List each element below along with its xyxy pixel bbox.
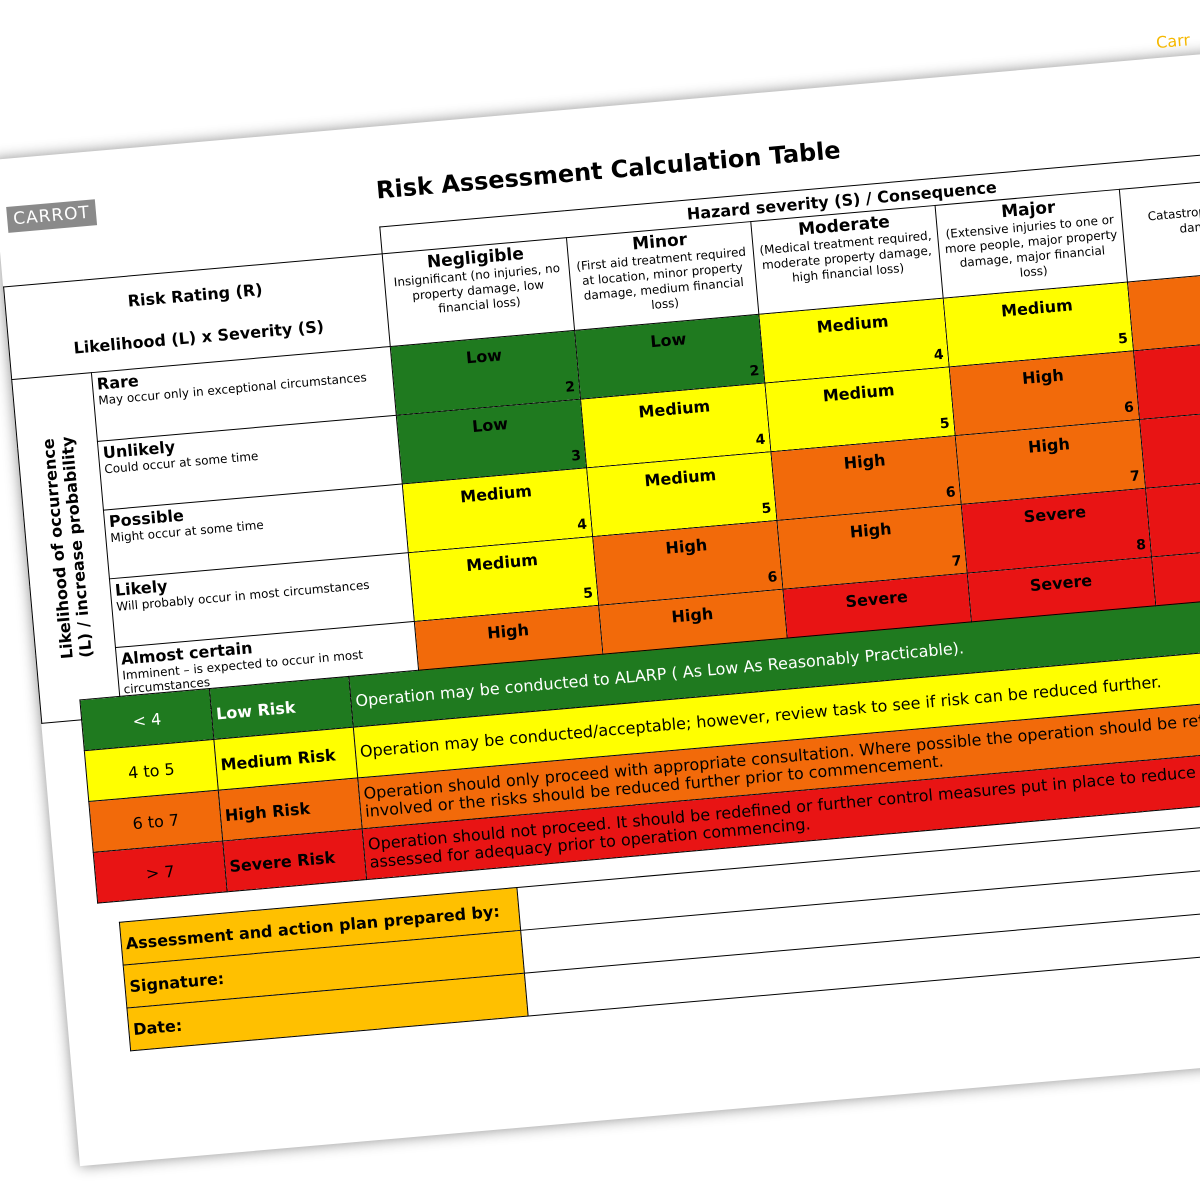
risk-label: Severe bbox=[1029, 570, 1093, 596]
risk-score: 2 bbox=[748, 362, 761, 380]
risk-score: 4 bbox=[754, 431, 767, 449]
risk-score: 7 bbox=[951, 553, 963, 570]
risk-label: Medium bbox=[459, 481, 533, 507]
risk-score: 6 bbox=[945, 484, 957, 502]
severity-header: Minor (First aid treatment required at lo… bbox=[566, 221, 759, 331]
risk-score: 8 bbox=[1135, 536, 1147, 554]
risk-label: Low bbox=[471, 414, 509, 437]
risk-label: Medium bbox=[1000, 295, 1074, 321]
risk-label: Severe bbox=[1023, 502, 1087, 527]
risk-score: 4 bbox=[576, 516, 588, 534]
severity-header: Negligible Insignificant (no injuries, no… bbox=[382, 237, 575, 347]
risk-score: 7 bbox=[1129, 468, 1141, 485]
risk-score: 3 bbox=[570, 447, 582, 465]
document-page: CARROT Carr Risk Assessment Calculation … bbox=[0, 30, 1200, 1167]
risk-score: 5 bbox=[582, 585, 594, 603]
risk-score: 6 bbox=[1123, 399, 1135, 417]
risk-score: 5 bbox=[939, 415, 951, 433]
risk-label: High bbox=[670, 603, 714, 627]
likelihood-text: Likelihood of occurrence (L) / increase … bbox=[38, 435, 96, 660]
risk-label: Medium bbox=[815, 311, 890, 337]
risk-label: Medium bbox=[637, 396, 711, 422]
legend-range: > 7 bbox=[93, 840, 228, 904]
severity-header: Moderate (Medical treatment required, mod… bbox=[750, 205, 944, 315]
risk-label: High bbox=[1021, 365, 1065, 389]
risk-label: Medium bbox=[643, 465, 717, 491]
risk-label: High bbox=[486, 620, 530, 643]
risk-label: Medium bbox=[465, 549, 539, 576]
logo: CARROT bbox=[6, 199, 97, 233]
risk-score: 2 bbox=[564, 379, 576, 396]
severity-header: SeCatastroph fatality, se damage, hu bbox=[1119, 173, 1200, 283]
risk-label: Low bbox=[465, 345, 503, 368]
risk-label: Low bbox=[649, 329, 688, 352]
risk-label: High bbox=[849, 519, 893, 542]
risk-label: High bbox=[664, 535, 708, 558]
severity-header: Major (Extensive injuries to one or more … bbox=[935, 189, 1128, 299]
risk-label: Medium bbox=[822, 380, 896, 406]
risk-score: 6 bbox=[766, 569, 779, 586]
legend-level: Severe Risk bbox=[222, 828, 367, 892]
risk-label: High bbox=[842, 450, 887, 473]
risk-score: 4 bbox=[933, 346, 945, 364]
risk-score: 5 bbox=[760, 500, 773, 518]
risk-score: 5 bbox=[1117, 330, 1129, 348]
corner-text: Carr bbox=[1155, 30, 1191, 53]
risk-label: Severe bbox=[844, 586, 909, 612]
risk-label: High bbox=[1027, 434, 1071, 457]
